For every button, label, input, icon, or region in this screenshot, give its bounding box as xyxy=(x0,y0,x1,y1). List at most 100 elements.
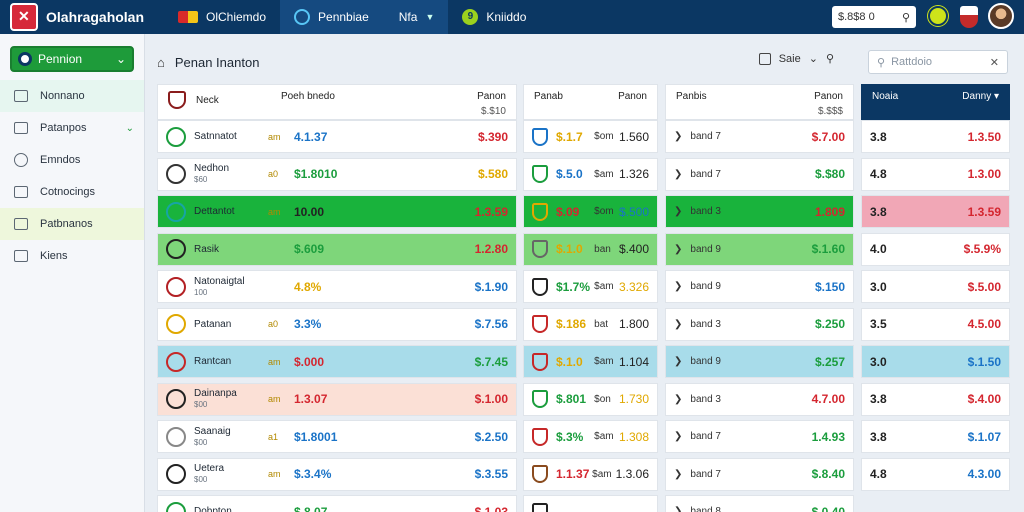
chevron-down-icon[interactable]: ⌄ xyxy=(808,53,818,65)
odds-value[interactable]: 4.1.37 xyxy=(294,129,328,144)
odds-value[interactable]: $.801 xyxy=(556,392,587,406)
table-row[interactable]: ❯ band 7 $.7.00 xyxy=(665,120,854,153)
odds-value[interactable]: $.1.60 xyxy=(811,242,845,256)
odds-value[interactable]: 4.3.00 xyxy=(967,467,1001,481)
odds-value[interactable]: 3.3% xyxy=(294,317,322,331)
table-row[interactable]: $.186 bat 1.800 xyxy=(523,307,658,341)
odds-value[interactable]: 1.3.50 xyxy=(967,129,1001,144)
table-row[interactable]: Dainanpa $00 am 1.3.07 $.1.00 xyxy=(157,382,517,416)
odds-value[interactable]: $.5.00 xyxy=(967,279,1001,294)
odds-value[interactable]: $1.8010 xyxy=(294,167,338,181)
odds-value[interactable]: $.400 xyxy=(618,242,649,256)
odds-value[interactable]: 3.8 xyxy=(870,204,887,219)
sort-label[interactable]: Saie xyxy=(778,52,801,65)
odds-value[interactable]: 1.800 xyxy=(618,317,649,331)
odds-value[interactable]: $.7.56 xyxy=(474,317,508,331)
table-row[interactable]: 3.5 4.5.00 xyxy=(861,307,1010,341)
column-header[interactable]: Panon xyxy=(618,91,647,102)
sidebar-item-3[interactable]: Emndos xyxy=(0,144,144,176)
table-row[interactable]: 4.0 $.5.9% xyxy=(861,232,1010,266)
odds-value[interactable]: $.2.50 xyxy=(474,429,508,444)
odds-value[interactable]: 4.0 xyxy=(870,242,887,256)
table-row[interactable]: ❯ band 7 $.8.40 xyxy=(665,457,854,491)
odds-value[interactable]: $.$80 xyxy=(814,167,845,181)
odds-value[interactable]: 1.730 xyxy=(618,392,649,406)
table-row[interactable]: $.1.0 ban $.400 xyxy=(523,232,658,266)
table-row[interactable]: 1.1.37 $am 1.3.06 xyxy=(523,457,658,491)
odds-value[interactable]: 1.3.07 xyxy=(294,392,328,406)
odds-value[interactable]: 1.104 xyxy=(618,354,649,369)
odds-value[interactable]: $.5.9% xyxy=(963,242,1001,256)
sidebar-item-5[interactable]: Patbnanos xyxy=(0,208,144,240)
odds-value[interactable]: 1.326 xyxy=(618,167,649,181)
odds-value[interactable]: $.1.0 xyxy=(556,242,583,256)
odds-value[interactable]: $.3% xyxy=(556,429,584,444)
odds-value[interactable]: $.580 xyxy=(477,167,508,181)
table-row[interactable]: $.5.0 $am 1.326 xyxy=(523,157,658,191)
odds-value[interactable]: $.1.0 xyxy=(556,354,583,369)
odds-value[interactable]: 4.5.00 xyxy=(967,317,1001,331)
odds-value[interactable]: 3.8 xyxy=(870,129,887,144)
odds-value[interactable]: 4.7.00 xyxy=(811,392,845,406)
table-row[interactable]: Rantcan am $.000 $.7.45 xyxy=(157,345,517,378)
table-row[interactable]: 3.0 $.1.50 xyxy=(861,345,1010,378)
odds-value[interactable]: $.1.90 xyxy=(474,279,508,294)
table-row[interactable]: ❯ band 9 $.257 xyxy=(665,345,854,378)
odds-value[interactable]: 1.3.59 xyxy=(474,204,508,219)
content-search-input[interactable]: ⚲ Rattdoio ✕ xyxy=(868,50,1008,74)
avatar[interactable] xyxy=(988,3,1014,29)
calendar-icon[interactable] xyxy=(758,52,771,65)
sidebar-item-6[interactable]: Kiens xyxy=(0,240,144,272)
odds-value[interactable]: 3.8 xyxy=(870,429,887,444)
odds-value[interactable]: $.4.00 xyxy=(967,392,1001,406)
table-row[interactable]: $1.7% $am 3.326 xyxy=(523,270,658,303)
odds-value[interactable]: $.1.50 xyxy=(967,354,1001,369)
table-row[interactable]: ❯ band 7 1.4.93 xyxy=(665,420,854,453)
table-row[interactable]: Dettantot am 10.00 1.3.59 xyxy=(157,195,517,228)
odds-value[interactable]: $.500 xyxy=(618,204,649,219)
ball-icon[interactable] xyxy=(928,6,948,26)
table-row[interactable] xyxy=(523,495,658,512)
table-row[interactable]: $.801 $on 1.730 xyxy=(523,382,658,416)
odds-value[interactable]: 1.3.00 xyxy=(967,167,1001,181)
odds-value[interactable]: 1.308 xyxy=(618,429,649,444)
table-row[interactable]: $.1.0 $am 1.104 xyxy=(523,345,658,378)
odds-value[interactable]: $.150 xyxy=(814,279,845,294)
home-icon[interactable]: ⌂ xyxy=(157,54,165,70)
odds-value[interactable]: 1.4.93 xyxy=(811,429,845,444)
odds-value[interactable]: $.390 xyxy=(477,129,508,144)
table-row[interactable]: ❯ band 3 $.250 xyxy=(665,307,854,341)
odds-value[interactable]: 1.1.37 xyxy=(556,467,590,481)
table-row[interactable]: $.09 $om $.500 xyxy=(523,195,658,228)
odds-value[interactable]: 4.8 xyxy=(870,167,887,181)
odds-value[interactable]: 1.809 xyxy=(814,204,845,219)
odds-value[interactable]: 3.5 xyxy=(870,317,887,331)
odds-value[interactable]: $.1.07 xyxy=(967,429,1001,444)
table-row[interactable]: Patanan a0 3.3% $.7.56 xyxy=(157,307,517,341)
odds-value[interactable]: $.250 xyxy=(814,317,845,331)
shield-icon[interactable] xyxy=(960,6,978,28)
topnav-item-1[interactable]: OlChiemdo xyxy=(164,0,280,34)
brand-logo-icon[interactable] xyxy=(10,3,38,31)
table-row[interactable]: 3.8 $.4.00 xyxy=(861,382,1010,416)
odds-value[interactable]: 1.3.06 xyxy=(615,467,649,481)
table-row[interactable]: ❯ band 3 4.7.00 xyxy=(665,382,854,416)
odds-value[interactable]: 4.8% xyxy=(294,279,322,294)
odds-value[interactable]: $.609 xyxy=(294,242,325,256)
table-row[interactable]: 3.8 1.3.50 xyxy=(861,120,1010,153)
table-row[interactable]: Rasik $.609 1.2.80 xyxy=(157,232,517,266)
odds-value[interactable]: 1.2.80 xyxy=(474,242,508,256)
odds-value[interactable]: $1.8001 xyxy=(294,429,338,444)
table-row[interactable]: ❯ band 8 $.0.40 xyxy=(665,495,854,512)
table-row[interactable]: ❯ band 3 1.809 xyxy=(665,195,854,228)
odds-value[interactable]: $.1.00 xyxy=(474,392,508,406)
odds-value[interactable]: $.0.40 xyxy=(811,504,845,512)
odds-value[interactable]: $.3.4% xyxy=(294,467,332,481)
table-row[interactable]: 4.8 1.3.00 xyxy=(861,157,1010,191)
top-search-input[interactable]: $.8$8 0 ⚲ xyxy=(832,6,916,28)
odds-value[interactable]: 10.00 xyxy=(294,204,325,219)
table-row[interactable]: $.3% $am 1.308 xyxy=(523,420,658,453)
odds-value[interactable]: $.7.45 xyxy=(474,354,508,369)
odds-value[interactable]: 1.3.59 xyxy=(967,204,1001,219)
odds-value[interactable]: 3.326 xyxy=(618,279,649,294)
